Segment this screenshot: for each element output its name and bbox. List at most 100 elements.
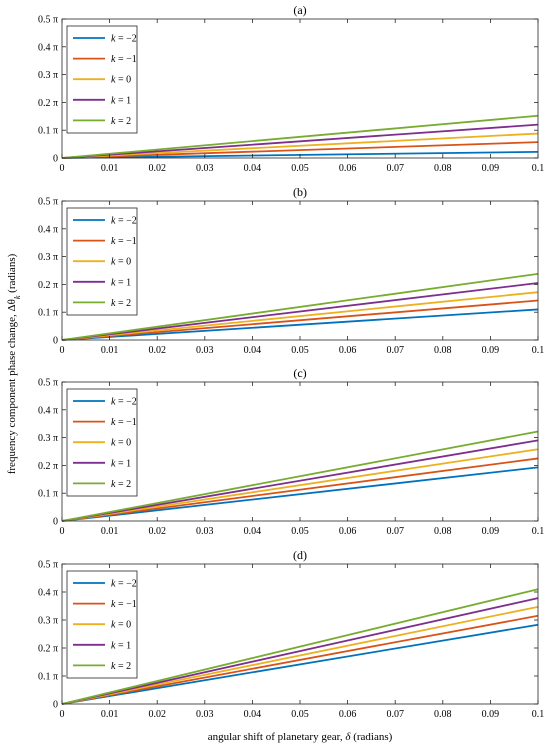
series-line bbox=[61, 448, 539, 522]
y-tick-label: 0 bbox=[53, 154, 58, 165]
x-tick-label: 0.03 bbox=[196, 526, 214, 537]
x-tick-label: 0.02 bbox=[148, 163, 166, 174]
y-tick-label: 0 bbox=[53, 336, 58, 347]
legend-label: k = −1 bbox=[111, 599, 137, 610]
chart-panel: (b) 0 0.01 0.02 0.03 0.04 0.05 0.06 0.07 0.08 0.09… bbox=[38, 185, 544, 356]
series-line bbox=[61, 466, 539, 522]
series-line bbox=[61, 588, 539, 705]
x-tick-label: 0.05 bbox=[291, 709, 309, 720]
y-tick-label: 0.3 π bbox=[38, 70, 58, 81]
series-line bbox=[61, 132, 539, 159]
y-tick-label: 0.2 π bbox=[38, 98, 58, 109]
legend-label: k = 1 bbox=[111, 277, 131, 288]
x-tick-label: 0.07 bbox=[386, 526, 404, 537]
series-line bbox=[61, 272, 539, 341]
legend-label: k = 1 bbox=[111, 640, 131, 651]
legend-label: k = 1 bbox=[111, 95, 131, 106]
series-line bbox=[61, 597, 539, 705]
y-tick-label: 0.5 π bbox=[38, 15, 58, 26]
series-line bbox=[61, 623, 539, 705]
y-axis-label: frequency component phase change, Δθk (r… bbox=[6, 253, 22, 474]
panel-title: (b) bbox=[293, 185, 307, 199]
x-tick-label: 0.02 bbox=[148, 345, 166, 356]
legend-label: k = −2 bbox=[111, 397, 137, 408]
legend-label: k = −2 bbox=[111, 216, 137, 227]
y-tick-label: 0.4 π bbox=[38, 224, 58, 235]
x-tick-label: 0.1 bbox=[532, 709, 545, 720]
x-tick-label: 0 bbox=[60, 163, 65, 174]
y-tick-label: 0 bbox=[53, 517, 58, 528]
legend-label: k = 2 bbox=[111, 298, 131, 309]
x-tick-label: 0.06 bbox=[339, 526, 357, 537]
legend-label: k = 2 bbox=[111, 116, 131, 127]
y-tick-label: 0.5 π bbox=[38, 560, 58, 571]
x-tick-label: 0.05 bbox=[291, 345, 309, 356]
x-tick-label: 0.08 bbox=[434, 345, 452, 356]
chart-panel: (d) 0 0.01 0.02 0.03 0.04 0.05 0.06 0.07 0.08 0.09… bbox=[38, 548, 544, 720]
x-tick-label: 0 bbox=[60, 345, 65, 356]
x-tick-label: 0.07 bbox=[386, 163, 404, 174]
y-tick-label: 0.1 π bbox=[38, 126, 58, 137]
x-tick-label: 0.09 bbox=[482, 345, 500, 356]
x-tick-label: 0.1 bbox=[532, 345, 545, 356]
y-tick-label: 0.2 π bbox=[38, 280, 58, 291]
chart-panel: (c) 0 0.01 0.02 0.03 0.04 0.05 0.06 0.07 0.08 0.09… bbox=[38, 366, 544, 537]
x-tick-label: 0.04 bbox=[244, 163, 262, 174]
x-tick-label: 0.1 bbox=[532, 526, 545, 537]
x-tick-label: 0.02 bbox=[148, 709, 166, 720]
y-tick-label: 0.4 π bbox=[38, 42, 58, 53]
x-tick-label: 0.06 bbox=[339, 163, 357, 174]
x-tick-label: 0.01 bbox=[101, 345, 119, 356]
x-tick-label: 0.04 bbox=[244, 709, 262, 720]
x-tick-label: 0.06 bbox=[339, 709, 357, 720]
legend-label: k = −1 bbox=[111, 236, 137, 247]
y-tick-label: 0.1 π bbox=[38, 308, 58, 319]
x-tick-label: 0.04 bbox=[244, 345, 262, 356]
y-tick-label: 0.1 π bbox=[38, 672, 58, 683]
x-tick-label: 0.02 bbox=[148, 526, 166, 537]
legend-label: k = 0 bbox=[111, 257, 131, 268]
x-tick-label: 0.09 bbox=[482, 526, 500, 537]
x-tick-label: 0.03 bbox=[196, 163, 214, 174]
x-tick-label: 0.01 bbox=[101, 709, 119, 720]
x-tick-label: 0.09 bbox=[482, 709, 500, 720]
y-tick-label: 0.2 π bbox=[38, 461, 58, 472]
series-line bbox=[61, 141, 539, 159]
x-tick-label: 0.08 bbox=[434, 526, 452, 537]
series-line bbox=[61, 605, 539, 705]
series-line bbox=[61, 439, 539, 522]
series-line bbox=[61, 282, 539, 341]
legend-label: k = −2 bbox=[111, 34, 137, 45]
y-tick-label: 0.4 π bbox=[38, 588, 58, 599]
panel-title: (d) bbox=[293, 548, 307, 562]
panels: (a) 0 0.01 0.02 0.03 0.04 0.05 0.06 0.07 0.08 0.09… bbox=[38, 3, 544, 720]
legend-label: k = 0 bbox=[111, 620, 131, 631]
x-tick-label: 0.08 bbox=[434, 163, 452, 174]
legend-label: k = −1 bbox=[111, 54, 137, 65]
x-tick-label: 0.03 bbox=[196, 345, 214, 356]
x-tick-label: 0 bbox=[60, 526, 65, 537]
y-tick-label: 0.1 π bbox=[38, 489, 58, 500]
x-tick-label: 0.04 bbox=[244, 526, 262, 537]
legend-label: k = 1 bbox=[111, 458, 131, 469]
y-tick-label: 0.5 π bbox=[38, 378, 58, 389]
legend-label: k = 2 bbox=[111, 661, 131, 672]
legend-label: k = −2 bbox=[111, 579, 137, 590]
y-tick-label: 0.3 π bbox=[38, 252, 58, 263]
series-line bbox=[61, 291, 539, 341]
y-tick-label: 0.4 π bbox=[38, 405, 58, 416]
legend-label: k = 2 bbox=[111, 479, 131, 490]
x-axis-label: angular shift of planetary gear, δ (radi… bbox=[208, 731, 393, 743]
legend-label: k = −1 bbox=[111, 417, 137, 428]
x-tick-label: 0.01 bbox=[101, 526, 119, 537]
panel-title: (c) bbox=[293, 366, 306, 380]
x-tick-label: 0.08 bbox=[434, 709, 452, 720]
series-line bbox=[61, 114, 539, 159]
legend-label: k = 0 bbox=[111, 75, 131, 86]
series-line bbox=[61, 430, 539, 522]
series-line bbox=[61, 457, 539, 522]
x-tick-label: 0 bbox=[60, 709, 65, 720]
x-tick-label: 0.01 bbox=[101, 163, 119, 174]
y-tick-label: 0.3 π bbox=[38, 433, 58, 444]
